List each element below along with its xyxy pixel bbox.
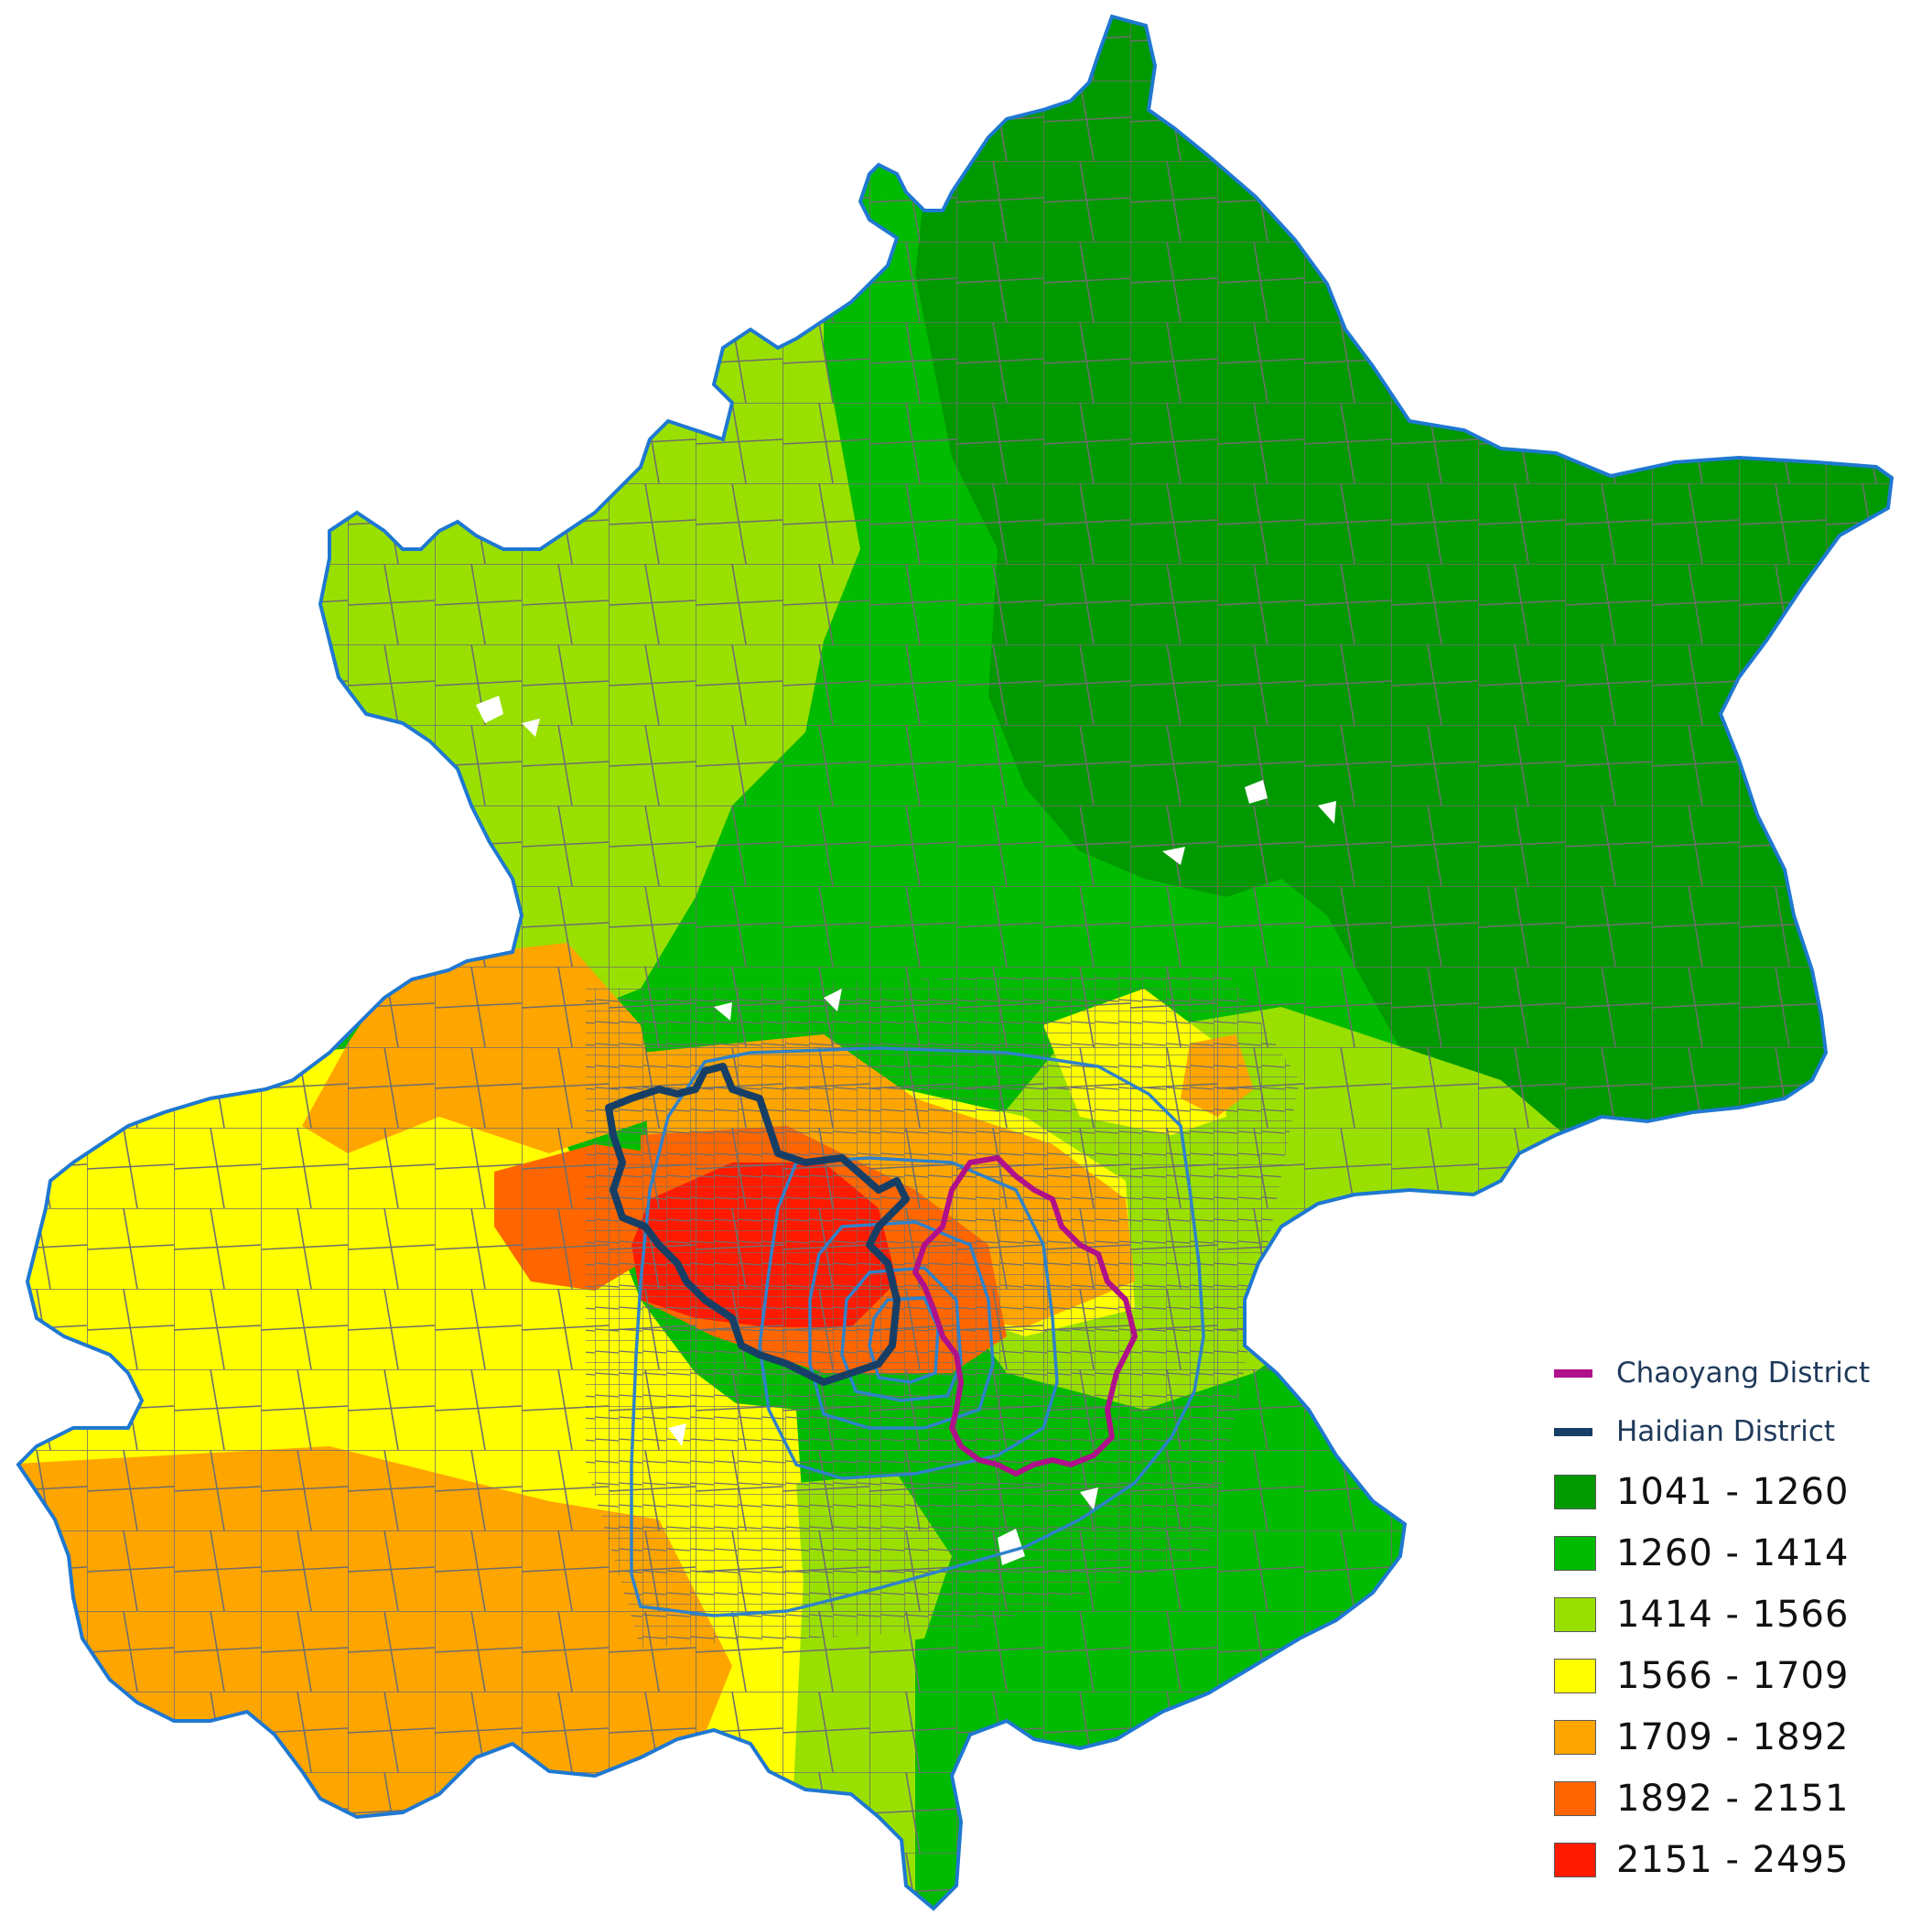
legend-item-haidian: Haidian District bbox=[1554, 1402, 1920, 1461]
swatch bbox=[1554, 1535, 1596, 1571]
ring-roads bbox=[630, 1046, 1205, 1617]
swatch bbox=[1554, 1474, 1596, 1509]
chaoyang-line-swatch bbox=[1554, 1368, 1592, 1378]
legend-label: 1414 - 1566 bbox=[1616, 1593, 1850, 1636]
legend: Chaoyang District Haidian District 1041 … bbox=[1554, 1344, 1920, 1890]
legend-item-class-1: 1041 - 1260 bbox=[1554, 1461, 1920, 1522]
legend-item-class-4: 1566 - 1709 bbox=[1554, 1645, 1920, 1706]
legend-item-class-5: 1709 - 1892 bbox=[1554, 1706, 1920, 1768]
haidian-district-boundary bbox=[605, 1063, 910, 1386]
no-data-patches bbox=[476, 696, 1336, 1565]
legend-item-chaoyang: Chaoyang District bbox=[1554, 1344, 1920, 1402]
swatch bbox=[1554, 1719, 1596, 1755]
legend-label: 1041 - 1260 bbox=[1616, 1470, 1850, 1513]
legend-label: 2151 - 2495 bbox=[1616, 1838, 1850, 1881]
legend-label: 1566 - 1709 bbox=[1616, 1654, 1850, 1697]
swatch bbox=[1554, 1658, 1596, 1693]
tract-grid-urban bbox=[586, 970, 1300, 1648]
swatch bbox=[1554, 1780, 1596, 1816]
legend-label: Haidian District bbox=[1616, 1415, 1836, 1448]
ring-road-3 bbox=[840, 1266, 963, 1402]
swatch bbox=[1554, 1842, 1596, 1877]
city-boundary bbox=[16, 14, 1894, 1911]
ring-road-4 bbox=[808, 1220, 995, 1430]
haidian-line-swatch bbox=[1554, 1427, 1592, 1436]
ring-road-5 bbox=[758, 1156, 1059, 1480]
legend-label: 1709 - 1892 bbox=[1616, 1715, 1850, 1758]
legend-item-class-3: 1414 - 1566 bbox=[1554, 1584, 1920, 1645]
legend-label: 1260 - 1414 bbox=[1616, 1531, 1850, 1574]
chaoyang-district-boundary bbox=[912, 1155, 1138, 1476]
ring-road-6 bbox=[630, 1046, 1205, 1617]
legend-item-class-2: 1260 - 1414 bbox=[1554, 1522, 1920, 1584]
legend-label: 1892 - 2151 bbox=[1616, 1777, 1850, 1820]
swatch bbox=[1554, 1596, 1596, 1632]
legend-item-class-7: 2151 - 2495 bbox=[1554, 1829, 1920, 1890]
region-class-1566-1709-nw-patch bbox=[275, 723, 448, 860]
legend-item-class-6: 1892 - 2151 bbox=[1554, 1768, 1920, 1829]
ring-road-2 bbox=[868, 1296, 940, 1384]
legend-label: Chaoyang District bbox=[1616, 1357, 1871, 1390]
